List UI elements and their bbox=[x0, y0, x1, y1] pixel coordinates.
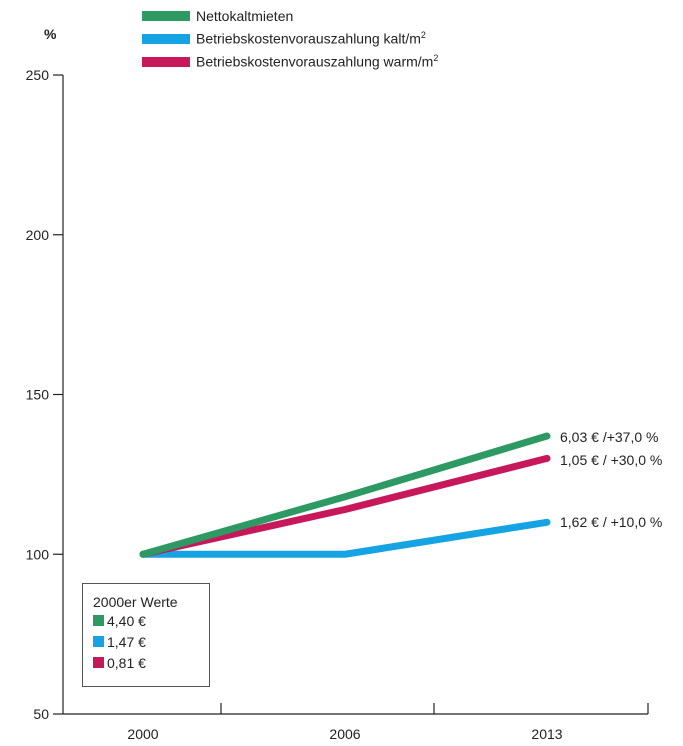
series-line bbox=[139, 432, 551, 558]
legend-item-betriebskosten-warm: Betriebskostenvorauszahlung warm/m2 bbox=[142, 50, 438, 73]
end-value-label: 1,62 € / +10,0 % bbox=[560, 514, 662, 530]
series-line bbox=[139, 518, 551, 558]
y-tick-label: 200 bbox=[26, 227, 50, 243]
end-value-label: 1,05 € / +30,0 % bbox=[560, 452, 662, 468]
base-value-row: 4,40 € bbox=[93, 610, 209, 631]
legend-label: Betriebskostenvorauszahlung kalt/m2 bbox=[196, 30, 426, 47]
legend-swatch bbox=[142, 10, 190, 21]
y-tick-label: 50 bbox=[33, 706, 49, 722]
base-values-title: 2000er Werte bbox=[93, 594, 178, 610]
axes: 50 100 150 200 250% 2000 2006 2013 bbox=[26, 26, 649, 742]
base-value-row: 0,81 € bbox=[93, 652, 209, 673]
base-value-swatch bbox=[93, 657, 104, 668]
legend-label: Nettokaltmieten bbox=[196, 7, 294, 24]
y-axis-label: % bbox=[44, 26, 57, 42]
series-lines bbox=[139, 432, 551, 558]
y-tick-label: 250 bbox=[26, 67, 50, 83]
end-value-label: 6,03 € /+37,0 % bbox=[560, 429, 658, 445]
y-tick-label: 100 bbox=[26, 546, 50, 562]
base-value-row: 1,47 € bbox=[93, 631, 209, 652]
base-value-label: 0,81 € bbox=[107, 654, 146, 671]
base-value-swatch bbox=[93, 615, 104, 626]
base-value-label: 1,47 € bbox=[107, 633, 146, 650]
x-tick-label: 2000 bbox=[127, 726, 158, 742]
legend-label: Betriebskostenvorauszahlung warm/m2 bbox=[196, 53, 439, 70]
legend-swatch bbox=[142, 56, 190, 67]
base-value-swatch bbox=[93, 636, 104, 647]
end-labels: 6,03 € /+37,0 % 1,62 € / +10,0 % 1,05 € / … bbox=[560, 429, 662, 530]
x-tick-label: 2013 bbox=[531, 726, 562, 742]
legend-item-betriebskosten-kalt: Betriebskostenvorauszahlung kalt/m2 bbox=[142, 27, 438, 50]
y-tick-label: 150 bbox=[26, 387, 50, 403]
series-line bbox=[139, 454, 551, 558]
base-values-box: 2000er Werte 4,40 € 1,47 € 0,81 € bbox=[82, 583, 210, 687]
legend: Nettokaltmieten Betriebskostenvorauszahl… bbox=[142, 4, 438, 73]
legend-swatch bbox=[142, 33, 190, 44]
base-value-label: 4,40 € bbox=[107, 612, 146, 629]
legend-item-nettokaltmieten: Nettokaltmieten bbox=[142, 4, 438, 27]
x-tick-label: 2006 bbox=[329, 726, 360, 742]
